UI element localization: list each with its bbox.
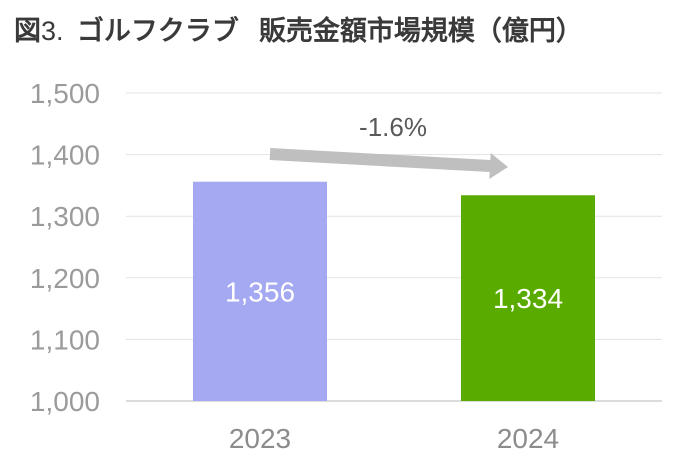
y-tick-label: 1,100 [30,324,100,355]
y-tick-label: 1,200 [30,263,100,294]
trend-arrow [269,148,508,179]
change-annotation: -1.6% [359,112,427,142]
y-tick-label: 1,000 [30,386,100,417]
data-label: 1,356 [225,276,295,307]
y-tick-label: 1,500 [30,78,100,109]
bar-2023 [193,181,327,401]
title-sub: 販売金額市場規模（億円） [258,16,583,47]
y-tick-label: 1,300 [30,201,100,232]
x-tick-label: 2023 [229,423,291,454]
title-main: ゴルフクラブ [76,16,239,47]
data-label: 1,334 [493,283,563,314]
figure-label: 図 [14,16,41,47]
bar-2024 [461,195,595,401]
x-tick-label: 2024 [497,423,559,454]
figure-number: 3. [41,16,64,46]
chart-title: 図3. ゴルフクラブ 販売金額市場規模（億円） [14,14,583,49]
y-tick-label: 1,400 [30,140,100,171]
